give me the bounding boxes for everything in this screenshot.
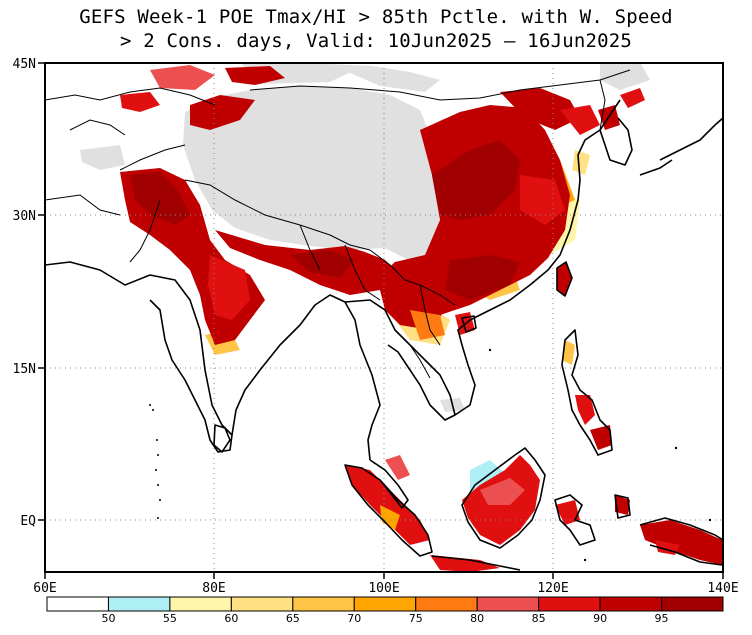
colorbar-label: 90: [593, 612, 607, 625]
lon-tick-label-80e: 80E: [202, 581, 225, 596]
colorbar-swatch: [661, 596, 724, 612]
colorbar-swatch: [107, 596, 171, 612]
colorbar-label: 55: [163, 612, 177, 625]
lat-tick-label-30n: 30N: [13, 209, 36, 224]
map-title-line-1: GEFS Week-1 POE Tmax/HI > 85th Pctle. wi…: [79, 6, 673, 28]
map-title-line-2: > 2 Cons. days, Valid: 10Jun2025 – 16Jun…: [119, 30, 633, 52]
colorbar-swatch: [415, 596, 478, 612]
colorbar-label: 95: [655, 612, 669, 625]
colorbar-label: 75: [409, 612, 423, 625]
coastlines: [45, 99, 723, 571]
colorbar-label: 70: [347, 612, 361, 625]
lon-tick-labels: 60E 80E 100E 120E 140E: [33, 581, 738, 596]
colorbar-swatch: [476, 596, 540, 612]
colorbar-label: 60: [224, 612, 238, 625]
lon-tick-label-100e: 100E: [368, 581, 399, 596]
colorbar-label: 50: [101, 612, 115, 625]
colorbar-swatch: [538, 596, 601, 612]
colorbar-swatch: [353, 596, 417, 612]
lat-tick-label-45n: 45N: [13, 57, 36, 72]
colorbar: [46, 596, 724, 612]
colorbar-labels: 50 55 60 65 70 75 80 85 90 95: [101, 612, 668, 625]
lat-tick-label-15n: 15N: [13, 362, 36, 377]
lon-tick-label-60e: 60E: [33, 581, 56, 596]
colorbar-swatch: [599, 596, 663, 612]
map-plot-area: [45, 63, 723, 572]
colorbar-label: 65: [286, 612, 300, 625]
graticule: [45, 63, 723, 572]
colorbar-swatch: [169, 596, 232, 612]
colorbar-label: 85: [532, 612, 546, 625]
lon-tick-label-120e: 120E: [537, 581, 568, 596]
colorbar-swatch: [46, 596, 109, 612]
lat-tick-label-eq: EQ: [20, 514, 36, 529]
axis-ticks: [38, 62, 724, 579]
country-borders: [45, 69, 631, 379]
colorbar-swatch: [292, 596, 355, 612]
colorbar-swatch: [230, 596, 294, 612]
lat-tick-labels: 45N 30N 15N EQ: [13, 57, 37, 529]
lon-tick-label-140e: 140E: [707, 581, 738, 596]
small-islands: [149, 348, 712, 562]
colorbar-label: 80: [470, 612, 484, 625]
